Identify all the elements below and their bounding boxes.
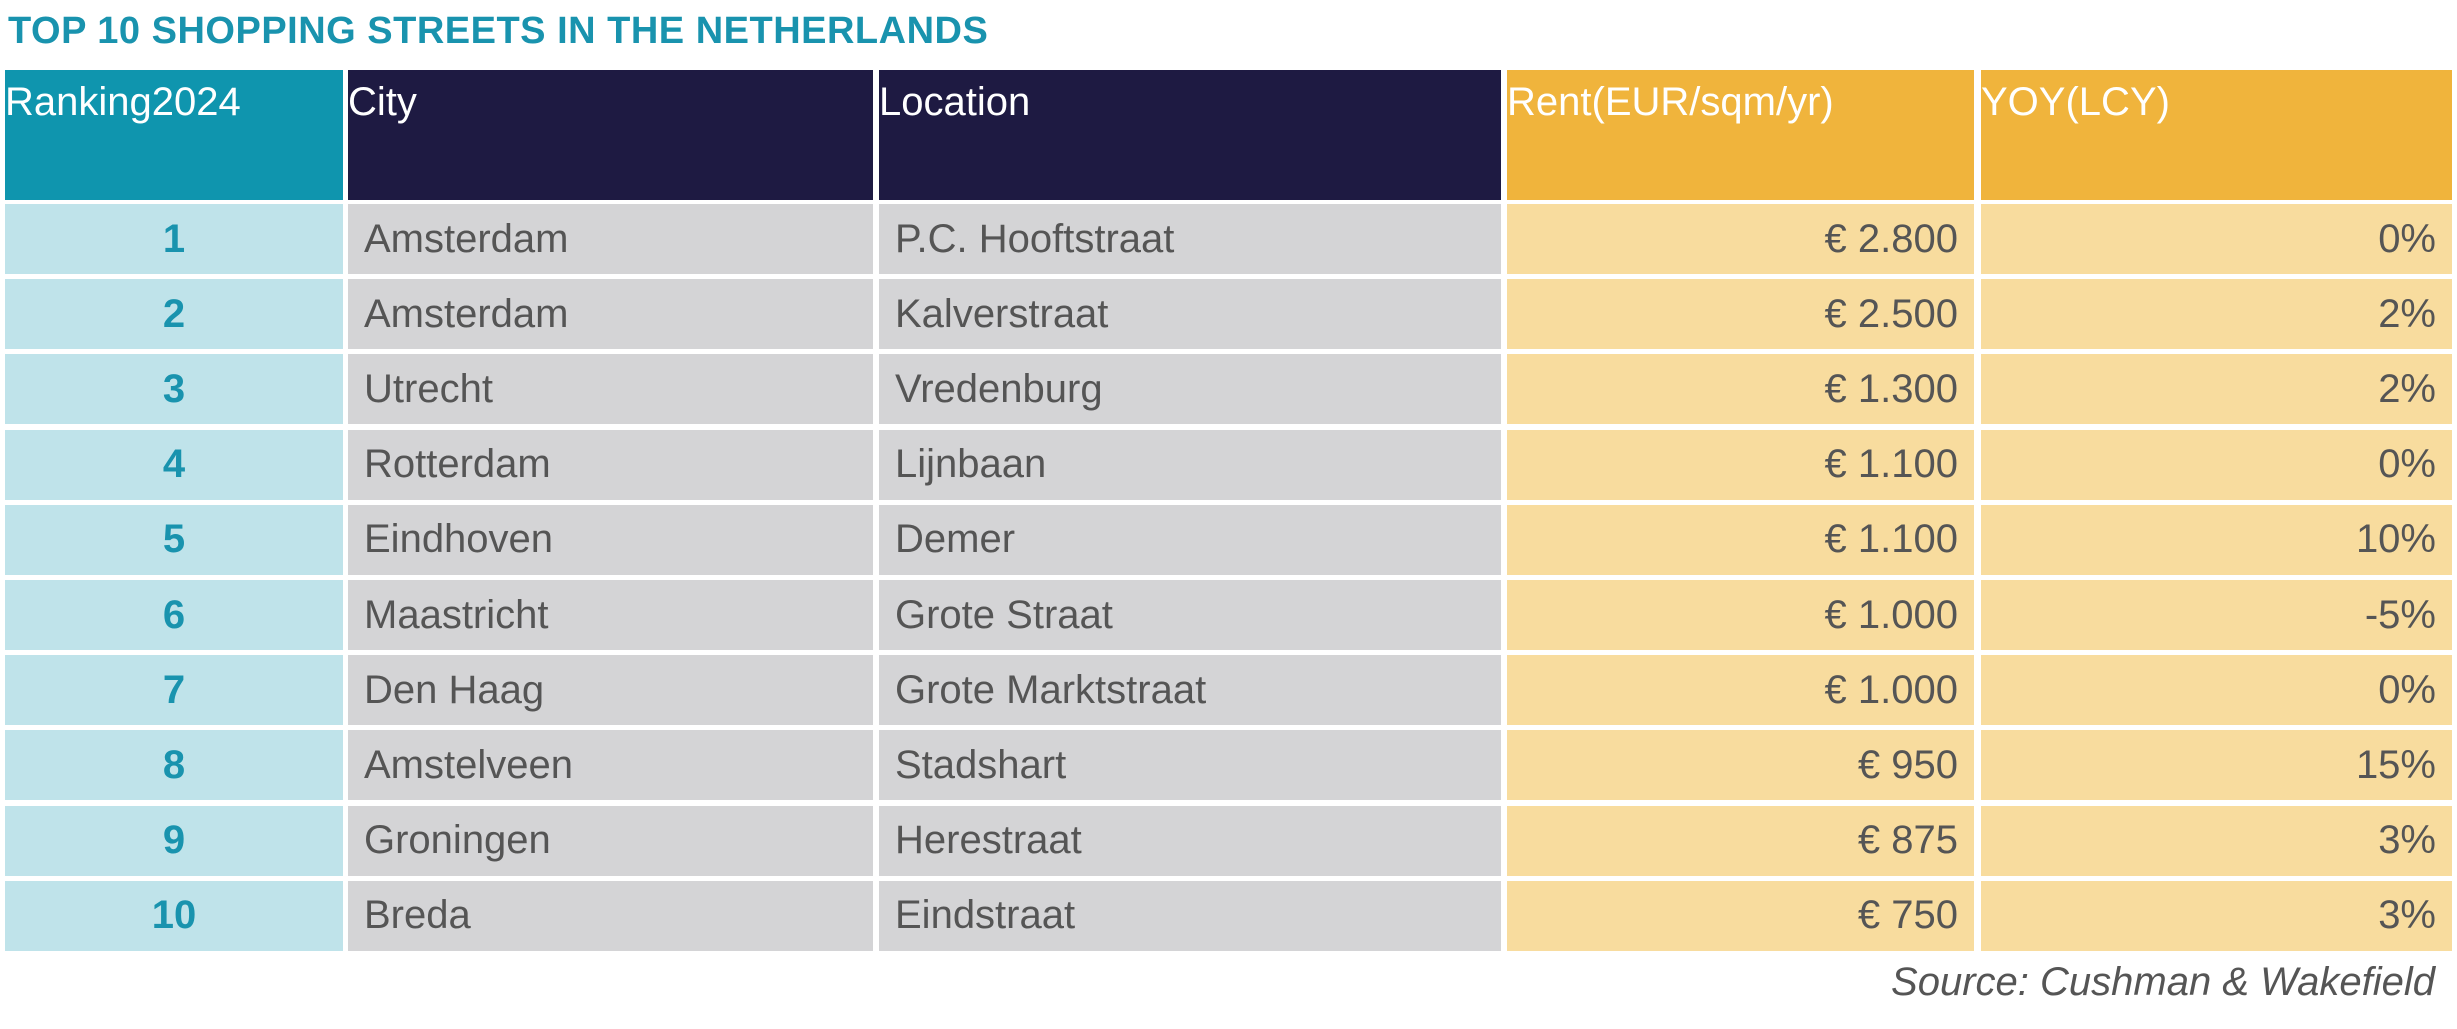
table-cell: Kalverstraat: [879, 279, 1501, 350]
table-cell: Grote Straat: [879, 580, 1501, 650]
header-text: Location: [879, 80, 1031, 124]
table-cell: Demer: [879, 504, 1501, 575]
table-cell: Breda: [348, 880, 873, 951]
table-cell: Vredenburg: [879, 354, 1501, 425]
table-cell: 10%: [1981, 504, 2452, 575]
rank-cell: 6: [5, 580, 343, 650]
header-cell: Location: [879, 70, 1501, 200]
table-cell: -5%: [1981, 580, 2452, 650]
table-cell: Amstelveen: [348, 730, 873, 801]
table-cell: Stadshart: [879, 730, 1501, 801]
table-cell: € 1.000: [1507, 655, 1974, 726]
table-cell: Herestraat: [879, 805, 1501, 876]
header-text: (EUR/sqm/yr): [1591, 80, 1834, 124]
title: TOP 10 SHOPPING STREETS IN THE NETHERLAN…: [8, 10, 989, 52]
table-cell: € 1.000: [1507, 580, 1974, 650]
table-cell: Eindhoven: [348, 504, 873, 575]
header-text: YOY: [1981, 80, 2066, 124]
rank-cell: 9: [5, 805, 343, 876]
table-cell: € 2.500: [1507, 279, 1974, 350]
table-cell: € 1.300: [1507, 354, 1974, 425]
table-cell: € 875: [1507, 805, 1974, 876]
table-cell: P.C. Hooftstraat: [879, 204, 1501, 274]
header-cell: City: [348, 70, 873, 200]
header-text: Ranking: [5, 80, 152, 124]
rank-cell: 8: [5, 730, 343, 801]
rank-cell: 7: [5, 655, 343, 726]
rank-cell: 1: [5, 204, 343, 274]
header-text: City: [348, 80, 417, 124]
table-cell: € 1.100: [1507, 504, 1974, 575]
table-cell: Amsterdam: [348, 279, 873, 350]
table-cell: Lijnbaan: [879, 429, 1501, 500]
table-cell: Utrecht: [348, 354, 873, 425]
header-cell: Ranking2024: [5, 70, 343, 200]
table-cell: 2%: [1981, 354, 2452, 425]
table-cell: Rotterdam: [348, 429, 873, 500]
table-cell: 0%: [1981, 655, 2452, 726]
table-cell: 0%: [1981, 204, 2452, 274]
rank-cell: 5: [5, 504, 343, 575]
table-cell: Maastricht: [348, 580, 873, 650]
table-cell: Eindstraat: [879, 880, 1501, 951]
table-cell: 3%: [1981, 805, 2452, 876]
source: Source: Cushman & Wakefield: [1891, 960, 2435, 1004]
rank-cell: 3: [5, 354, 343, 425]
header-text: 2024: [151, 80, 241, 124]
rank-cell: 4: [5, 429, 343, 500]
rank-cell: 2: [5, 279, 343, 350]
table-cell: Groningen: [348, 805, 873, 876]
rank-cell: 10: [5, 880, 343, 951]
header-cell: YOY(LCY): [1981, 70, 2452, 200]
table-cell: € 950: [1507, 730, 1974, 801]
table-cell: Amsterdam: [348, 204, 873, 274]
table-cell: 0%: [1981, 429, 2452, 500]
table-cell: € 750: [1507, 880, 1974, 951]
header-text: Rent: [1507, 80, 1592, 124]
header-text: (LCY): [2065, 80, 2170, 124]
header-cell: Rent(EUR/sqm/yr): [1507, 70, 1974, 200]
table-cell: € 1.100: [1507, 429, 1974, 500]
table-cell: € 2.800: [1507, 204, 1974, 274]
table-cell: 2%: [1981, 279, 2452, 350]
table-cell: 3%: [1981, 880, 2452, 951]
table-cell: Den Haag: [348, 655, 873, 726]
table-cell: Grote Marktstraat: [879, 655, 1501, 726]
table-cell: 15%: [1981, 730, 2452, 801]
